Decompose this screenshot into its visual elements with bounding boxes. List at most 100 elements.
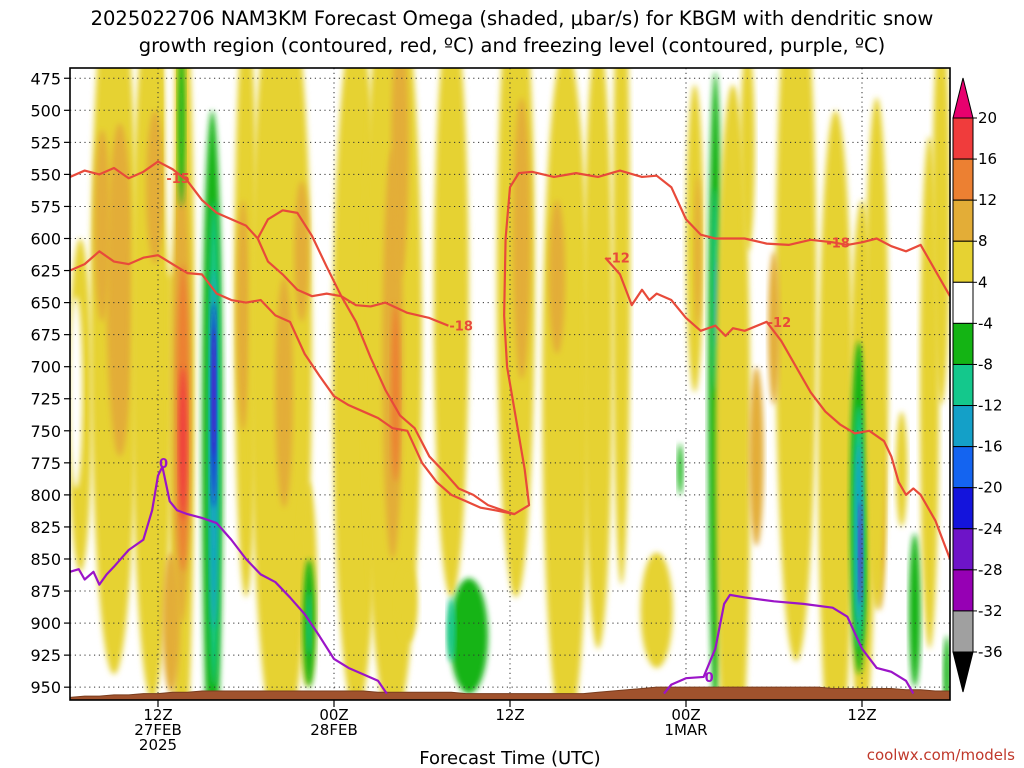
x-tick-label-3-1: 1MAR [664, 721, 707, 739]
colorbar-label-13: -36 [978, 643, 1003, 661]
omega-shade-50 [749, 366, 764, 547]
y-tick-label-900: 900 [30, 614, 61, 633]
y-tick-label-950: 950 [30, 678, 61, 697]
x-tick-label-0-0: 12Z [143, 706, 172, 724]
omega-shade-30 [391, 302, 400, 483]
contour-line-1 [70, 250, 515, 516]
colorbar-swatch-7 [952, 405, 974, 448]
colorbar-swatch-6 [952, 363, 974, 407]
contour-label-2: -18 [449, 320, 473, 335]
colorbar-label-9: -20 [978, 479, 1003, 497]
y-tick-label-550: 550 [30, 165, 61, 184]
colorbar-label-3: 8 [978, 232, 988, 250]
colorbar-label-8: -16 [978, 438, 1003, 456]
colorbar-label-1: 16 [978, 150, 997, 168]
omega-shade-32 [397, 565, 418, 643]
colorbar-swatch-4 [952, 281, 974, 324]
colorbar-swatch-0 [952, 117, 974, 160]
colorbar-swatch-11 [952, 569, 974, 612]
chart-title: 2025022706 NAM3KM Forecast Omega (shaded… [91, 7, 934, 30]
omega-shade-63 [895, 411, 908, 527]
omega-shade-37 [446, 597, 456, 662]
x-axis-label: Forecast Time (UTC) [419, 748, 600, 768]
y-tick-label-675: 675 [30, 326, 61, 345]
contour-label-0: -15 [166, 172, 190, 187]
credit-text: coolwx.com/models [867, 746, 1015, 764]
y-tick-label-850: 850 [30, 550, 61, 569]
colorbar-swatch-8 [952, 446, 974, 489]
y-tick-label-825: 825 [30, 518, 61, 537]
colorbar-cap-bottom [952, 651, 974, 693]
colorbar-label-10: -24 [978, 520, 1003, 538]
omega-shade-33 [433, 68, 469, 598]
y-tick-label-725: 725 [30, 390, 61, 409]
contour-label-5: 0 [159, 457, 168, 472]
colorbar-swatch-1 [952, 158, 974, 201]
terrain-surface [70, 686, 950, 700]
y-tick-label-525: 525 [30, 133, 61, 152]
contour-lines: -15 -12 -18 -18 -12 0 0 [70, 160, 950, 695]
x-tick-label-3-0: 00Z [671, 706, 700, 724]
omega-shade-20 [236, 200, 250, 431]
colorbar-label-7: -12 [978, 397, 1003, 415]
omega-shade-39 [548, 200, 566, 354]
omega-shade-36 [449, 578, 488, 694]
y-axis: 475 500 525 550 575 600 625 650 675 700 725 750 775 8… [30, 69, 70, 697]
omega-shade-31 [391, 68, 409, 277]
colorbar-swatch-12 [952, 610, 974, 653]
contour-line-4 [604, 257, 950, 560]
contour-line-2 [256, 238, 449, 327]
contour-label-3: -18 [826, 236, 850, 251]
omega-shade-45 [694, 174, 702, 329]
omega-shade-64 [908, 533, 921, 688]
omega-shade-62 [864, 97, 889, 611]
contour-line-0 [70, 160, 950, 516]
omega-shade-38 [542, 68, 590, 700]
omega-shade-1 [70, 296, 83, 489]
y-tick-label-600: 600 [30, 229, 61, 248]
contour-line-5 [70, 465, 388, 695]
y-tick-label-575: 575 [30, 197, 61, 216]
contour-label-6: 0 [705, 671, 714, 686]
colorbar-label-6: -8 [978, 355, 993, 373]
colorbar-label-11: -28 [978, 561, 1003, 579]
colorbar-label-5: -4 [978, 314, 993, 332]
y-tick-label-750: 750 [30, 422, 61, 441]
y-tick-label-500: 500 [30, 101, 61, 120]
y-tick-label-925: 925 [30, 646, 61, 665]
omega-shade-6 [146, 110, 164, 265]
omega-shade-13 [177, 68, 186, 207]
colorbar-label-4: 4 [978, 273, 988, 291]
y-tick-label-625: 625 [30, 262, 61, 281]
omega-shade-43 [677, 443, 684, 495]
omega-shade-66 [932, 68, 950, 406]
colorbar-swatch-10 [952, 528, 974, 571]
colorbar-swatch-5 [952, 322, 974, 365]
x-tick-label-0-2: 2025 [139, 736, 177, 754]
colorbar-label-0: 20 [978, 109, 997, 127]
omega-shade-18 [212, 328, 216, 457]
omega-shade-4 [94, 129, 111, 322]
omega-shade-10 [178, 366, 187, 521]
y-tick-label-475: 475 [30, 69, 61, 88]
colorbar-cap-top [952, 77, 974, 119]
omega-shade-59 [858, 501, 863, 604]
omega-shade-40 [583, 68, 613, 649]
omega-shade-26 [306, 591, 312, 656]
y-tick-label-775: 775 [30, 454, 61, 473]
contour-label-1: -12 [606, 252, 630, 267]
omega-shade-23 [294, 180, 310, 322]
omega-shade-22 [275, 276, 293, 508]
omega-shade-41 [612, 68, 631, 585]
y-tick-label-875: 875 [30, 582, 61, 601]
colorbar-label-2: 12 [978, 191, 997, 209]
y-tick-label-800: 800 [30, 486, 61, 505]
omega-shade-42 [640, 552, 673, 668]
terrain-fill [70, 686, 950, 700]
omega-shade-12 [165, 68, 175, 277]
x-tick-label-1-1: 28FEB [310, 721, 357, 739]
omega-shade-67 [943, 635, 950, 700]
x-tick-label-1-0: 00Z [319, 706, 348, 724]
